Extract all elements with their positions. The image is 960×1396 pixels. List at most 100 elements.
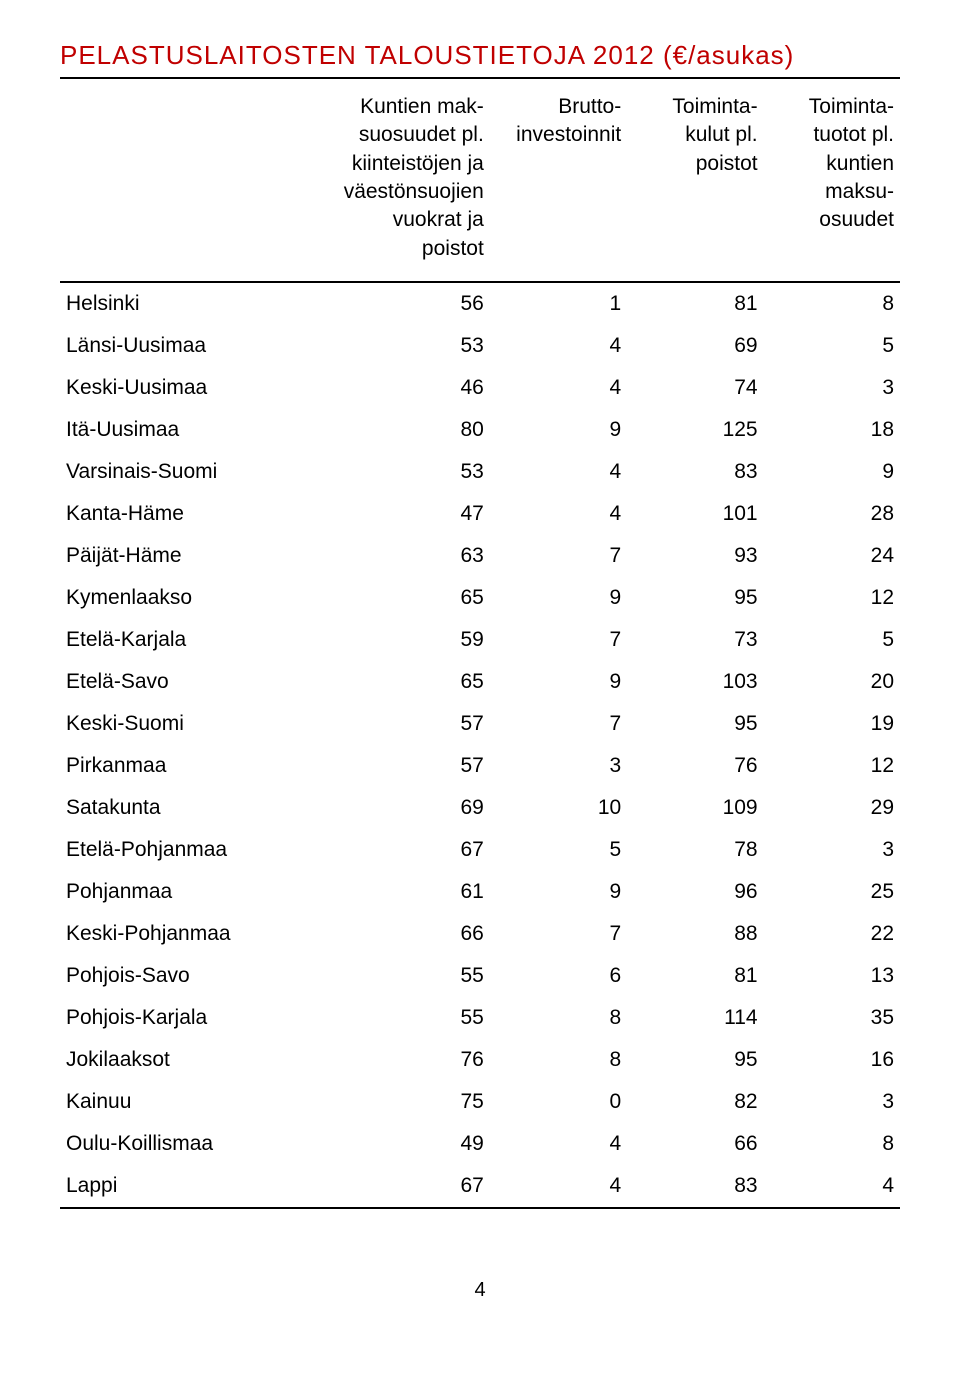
cell-value: 83 — [627, 451, 763, 493]
cell-value: 4 — [490, 325, 627, 367]
cell-value: 83 — [627, 1165, 763, 1208]
cell-value: 1 — [490, 282, 627, 325]
cell-value: 67 — [338, 1165, 490, 1208]
cell-value: 8 — [490, 1039, 627, 1081]
cell-region: Päijät-Häme — [60, 535, 338, 577]
cell-value: 65 — [338, 661, 490, 703]
cell-value: 4 — [490, 493, 627, 535]
cell-value: 63 — [338, 535, 490, 577]
cell-value: 69 — [338, 787, 490, 829]
cell-value: 29 — [764, 787, 900, 829]
cell-region: Etelä-Karjala — [60, 619, 338, 661]
cell-region: Jokilaaksot — [60, 1039, 338, 1081]
cell-value: 8 — [490, 997, 627, 1039]
table-row: Länsi-Uusimaa534695 — [60, 325, 900, 367]
cell-region: Keski-Suomi — [60, 703, 338, 745]
cell-region: Pirkanmaa — [60, 745, 338, 787]
table-row: Keski-Uusimaa464743 — [60, 367, 900, 409]
cell-value: 75 — [338, 1081, 490, 1123]
cell-value: 8 — [764, 1123, 900, 1165]
cell-value: 67 — [338, 829, 490, 871]
cell-value: 3 — [490, 745, 627, 787]
col-header-4: Toiminta-tuotot pl.kuntienmaksu-osuudet — [764, 79, 900, 282]
cell-value: 7 — [490, 535, 627, 577]
cell-value: 16 — [764, 1039, 900, 1081]
cell-value: 96 — [627, 871, 763, 913]
cell-region: Kainuu — [60, 1081, 338, 1123]
cell-region: Lappi — [60, 1165, 338, 1208]
cell-region: Oulu-Koillismaa — [60, 1123, 338, 1165]
cell-value: 47 — [338, 493, 490, 535]
cell-region: Pohjois-Savo — [60, 955, 338, 997]
cell-value: 109 — [627, 787, 763, 829]
table-row: Keski-Suomi5779519 — [60, 703, 900, 745]
cell-value: 80 — [338, 409, 490, 451]
cell-value: 78 — [627, 829, 763, 871]
cell-value: 95 — [627, 1039, 763, 1081]
cell-value: 0 — [490, 1081, 627, 1123]
cell-region: Helsinki — [60, 282, 338, 325]
table-row: Kanta-Häme47410128 — [60, 493, 900, 535]
cell-value: 9 — [490, 661, 627, 703]
table-row: Etelä-Savo65910320 — [60, 661, 900, 703]
table-row: Etelä-Pohjanmaa675783 — [60, 829, 900, 871]
cell-region: Varsinais-Suomi — [60, 451, 338, 493]
cell-region: Kymenlaakso — [60, 577, 338, 619]
cell-region: Keski-Uusimaa — [60, 367, 338, 409]
cell-value: 57 — [338, 745, 490, 787]
cell-value: 22 — [764, 913, 900, 955]
cell-region: Satakunta — [60, 787, 338, 829]
table-row: Etelä-Karjala597735 — [60, 619, 900, 661]
cell-region: Länsi-Uusimaa — [60, 325, 338, 367]
col-header-1: Kuntien mak-suosuudet pl.kiinteistöjen j… — [338, 79, 490, 282]
cell-value: 57 — [338, 703, 490, 745]
table-row: Itä-Uusimaa80912518 — [60, 409, 900, 451]
col-header-3: Toiminta-kulut pl.poistot — [627, 79, 763, 282]
page-title: PELASTUSLAITOSTEN TALOUSTIETOJA 2012 (€/… — [60, 40, 900, 79]
cell-value: 9 — [490, 871, 627, 913]
cell-value: 53 — [338, 325, 490, 367]
table-row: Päijät-Häme6379324 — [60, 535, 900, 577]
table-row: Pohjois-Karjala55811435 — [60, 997, 900, 1039]
cell-value: 35 — [764, 997, 900, 1039]
table-row: Kymenlaakso6599512 — [60, 577, 900, 619]
table-row: Lappi674834 — [60, 1165, 900, 1208]
cell-value: 46 — [338, 367, 490, 409]
cell-value: 88 — [627, 913, 763, 955]
cell-value: 76 — [338, 1039, 490, 1081]
cell-value: 7 — [490, 913, 627, 955]
cell-value: 4 — [490, 1123, 627, 1165]
cell-value: 95 — [627, 703, 763, 745]
cell-value: 55 — [338, 955, 490, 997]
cell-value: 69 — [627, 325, 763, 367]
cell-value: 81 — [627, 282, 763, 325]
cell-value: 65 — [338, 577, 490, 619]
cell-value: 9 — [490, 409, 627, 451]
col-header-2: Brutto-investoinnit — [490, 79, 627, 282]
table-row: Varsinais-Suomi534839 — [60, 451, 900, 493]
cell-value: 7 — [490, 619, 627, 661]
cell-value: 101 — [627, 493, 763, 535]
cell-value: 3 — [764, 367, 900, 409]
cell-value: 95 — [627, 577, 763, 619]
cell-value: 13 — [764, 955, 900, 997]
cell-value: 4 — [490, 451, 627, 493]
cell-value: 9 — [490, 577, 627, 619]
cell-value: 20 — [764, 661, 900, 703]
table-row: Pohjois-Savo5568113 — [60, 955, 900, 997]
cell-region: Kanta-Häme — [60, 493, 338, 535]
col-header-region — [60, 79, 338, 282]
cell-region: Pohjanmaa — [60, 871, 338, 913]
page-number: 4 — [60, 1279, 900, 1302]
cell-value: 125 — [627, 409, 763, 451]
cell-value: 76 — [627, 745, 763, 787]
cell-region: Itä-Uusimaa — [60, 409, 338, 451]
cell-value: 9 — [764, 451, 900, 493]
cell-value: 19 — [764, 703, 900, 745]
cell-value: 93 — [627, 535, 763, 577]
table-row: Helsinki561818 — [60, 282, 900, 325]
cell-value: 61 — [338, 871, 490, 913]
cell-value: 59 — [338, 619, 490, 661]
cell-value: 5 — [764, 619, 900, 661]
table-header-row: Kuntien mak-suosuudet pl.kiinteistöjen j… — [60, 79, 900, 282]
